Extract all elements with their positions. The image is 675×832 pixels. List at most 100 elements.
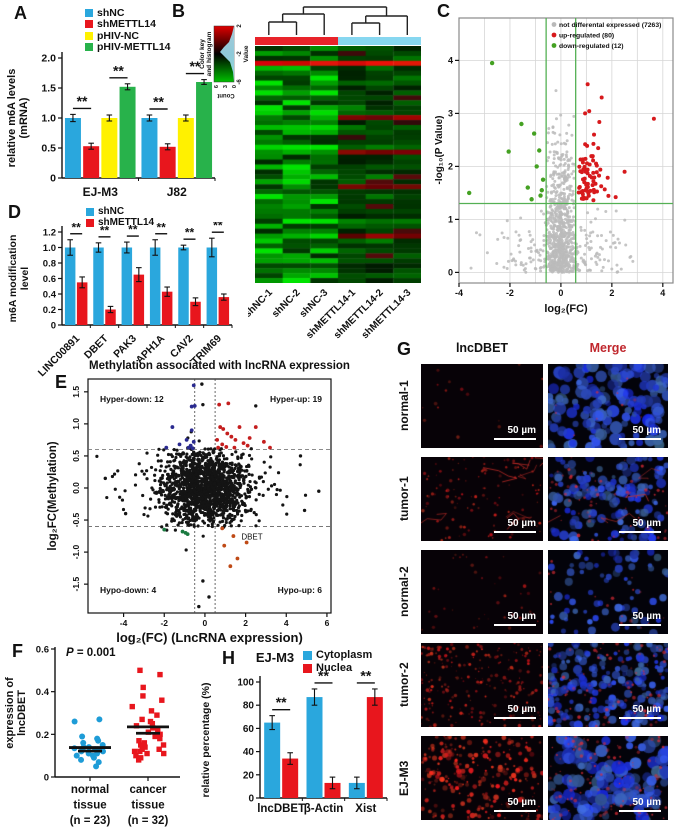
scalebar-label: 50 µm: [507, 797, 536, 808]
svg-text:down-regulated (12): down-regulated (12): [559, 43, 624, 50]
svg-text:0: 0: [448, 267, 453, 277]
svg-text:**: **: [153, 94, 164, 110]
svg-text:not differental expressed (726: not differental expressed (7263): [559, 22, 661, 29]
svg-text:P = 0.001: P = 0.001: [66, 647, 116, 659]
svg-text:0.8: 0.8: [43, 259, 56, 270]
panel-h-label: H: [222, 648, 235, 668]
svg-text:-1.0: -1.0: [71, 545, 81, 560]
micrograph-EJ-M3-merge: 50 µm: [548, 736, 668, 820]
svg-text:log₂FC(Methylation): log₂FC(Methylation): [47, 441, 59, 550]
legend-item: shMETTL14: [86, 217, 154, 228]
scalebar-line: [494, 810, 536, 812]
svg-text:Hyper-up: 19: Hyper-up: 19: [270, 394, 322, 404]
panel-d-label: D: [8, 202, 21, 222]
panel-c-label: C: [437, 1, 450, 21]
svg-text:-2: -2: [237, 51, 243, 57]
scalebar-line: [494, 624, 536, 626]
legend-swatch: [86, 207, 94, 216]
svg-text:Hyper-down: 12: Hyper-down: 12: [100, 394, 164, 404]
svg-text:**: **: [213, 222, 223, 233]
svg-text:-4: -4: [120, 618, 128, 628]
svg-text:1.5: 1.5: [41, 83, 56, 95]
heatmap-column-labels: shNC-1 shNC-2 shNC-3 shMETTL14-1 shMETTL14-2…: [242, 285, 433, 368]
svg-text:0.6: 0.6: [36, 645, 49, 656]
micrograph-EJ-M3-lncdbet: 50 µm: [421, 736, 543, 820]
svg-text:β-Actin: β-Actin: [304, 803, 344, 815]
panel-h-legend: Cytoplasm Nuclea: [303, 649, 372, 675]
svg-text:4: 4: [284, 618, 289, 628]
svg-text:20: 20: [243, 770, 255, 781]
svg-text:0.5: 0.5: [41, 143, 56, 155]
scalebar-label: 50 µm: [632, 518, 661, 529]
svg-text:cancer: cancer: [129, 784, 167, 796]
scalebar-line: [494, 438, 536, 440]
heatmap-matrix: [255, 46, 421, 283]
svg-text:and histogram: and histogram: [206, 31, 213, 76]
svg-text:tissue: tissue: [73, 800, 106, 812]
svg-text:1.5: 1.5: [71, 386, 81, 398]
svg-text:0: 0: [50, 173, 56, 185]
svg-text:**: **: [189, 58, 200, 74]
svg-text:-4: -4: [455, 288, 463, 298]
legend-item: pHIV-METTL14: [85, 42, 171, 54]
svg-text:**: **: [318, 667, 329, 683]
svg-text:**: **: [71, 222, 81, 234]
svg-text:0.4: 0.4: [43, 290, 57, 301]
svg-text:log₂(FC): log₂(FC): [544, 303, 588, 315]
g-row-label-2: normal-2: [397, 566, 411, 618]
svg-text:**: **: [185, 226, 195, 240]
svg-text:1.2: 1.2: [43, 228, 56, 239]
scalebar-label: 50 µm: [507, 611, 536, 622]
svg-text:relative m6A levels: relative m6A levels: [6, 69, 18, 168]
svg-text:Color key: Color key: [199, 39, 206, 69]
svg-text:0.2: 0.2: [36, 730, 49, 741]
svg-text:**: **: [77, 93, 88, 109]
svg-text:0: 0: [44, 773, 49, 784]
svg-text:**: **: [360, 667, 371, 683]
scalebar-line: [619, 438, 661, 440]
svg-text:0.0: 0.0: [71, 482, 81, 494]
scalebar-line: [619, 624, 661, 626]
g-col-header-lncdbet: lncDBET: [455, 341, 509, 355]
micrograph-tumor-1-merge: 50 µm: [548, 457, 668, 541]
annotation-shmettl14: [338, 37, 421, 45]
legend-swatch: [303, 651, 312, 660]
svg-text:lncDBET: lncDBET: [16, 690, 28, 736]
svg-text:tissue: tissue: [131, 800, 164, 812]
svg-text:-1.5: -1.5: [71, 577, 81, 592]
svg-text:-2: -2: [160, 618, 168, 628]
g-row-label-1: tumor-1: [397, 476, 411, 522]
svg-text:(mRNA): (mRNA): [18, 97, 30, 138]
svg-text:0: 0: [232, 85, 238, 88]
micrograph-normal-1-merge: 50 µm: [548, 364, 668, 448]
panel-h-bar-chart: 0 20 40 60 80 100 ** ** ** lncDBET β-Actin Xist rela…: [195, 640, 400, 832]
svg-text:Value: Value: [243, 45, 250, 62]
svg-text:0: 0: [51, 321, 56, 332]
panel-c-volcano-plot: not differental expressed (7263) up-regul…: [434, 0, 675, 340]
micrograph-tumor-2-merge: 50 µm: [548, 643, 668, 727]
svg-text:4: 4: [660, 288, 665, 298]
svg-text:100: 100: [237, 678, 254, 689]
svg-text:Xist: Xist: [355, 803, 376, 815]
svg-text:0: 0: [203, 618, 208, 628]
panel-e-label: E: [55, 372, 68, 392]
svg-text:EJ-M3: EJ-M3: [83, 185, 119, 199]
svg-text:-log₁₀(P Value): -log₁₀(P Value): [435, 115, 445, 184]
svg-text:2: 2: [609, 288, 614, 298]
svg-text:40: 40: [243, 747, 255, 758]
legend-swatch: [85, 31, 93, 40]
svg-text:**: **: [113, 62, 124, 78]
legend-swatch: [85, 43, 93, 52]
heatmap-group-annotation-bar: [255, 37, 421, 45]
scalebar-label: 50 µm: [632, 797, 661, 808]
svg-text:4: 4: [448, 55, 453, 65]
g-col-header-merge: Merge: [589, 341, 627, 355]
svg-text:-2: -2: [506, 288, 514, 298]
panel-a-legend: shNC shMETTL14 pHIV-NC pHIV-METTL14: [85, 7, 171, 53]
scalebar-label: 50 µm: [507, 518, 536, 529]
legend-swatch: [85, 20, 93, 29]
svg-text:(n = 32): (n = 32): [128, 815, 169, 827]
svg-text:-0.5: -0.5: [71, 512, 81, 527]
legend-item: Cytoplasm: [303, 649, 372, 662]
panel-b-label: B: [172, 1, 185, 21]
